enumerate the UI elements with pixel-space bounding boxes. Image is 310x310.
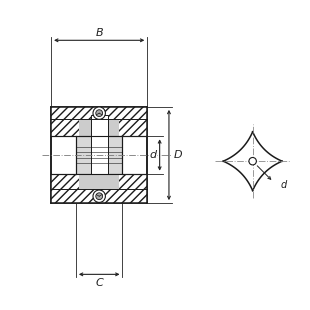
Bar xyxy=(51,107,147,203)
Circle shape xyxy=(96,193,103,200)
Text: B: B xyxy=(95,28,103,38)
Circle shape xyxy=(93,107,105,119)
Circle shape xyxy=(249,157,256,165)
Bar xyxy=(51,174,147,189)
Text: d: d xyxy=(149,150,156,160)
Bar xyxy=(79,174,119,189)
Text: d: d xyxy=(280,179,286,189)
Bar xyxy=(76,136,122,174)
Bar xyxy=(79,119,119,136)
Bar xyxy=(51,119,147,136)
Bar xyxy=(91,115,108,195)
Bar xyxy=(51,107,147,119)
Circle shape xyxy=(93,190,105,202)
Bar xyxy=(51,189,147,203)
Text: D: D xyxy=(173,150,182,160)
Circle shape xyxy=(96,110,103,117)
Text: C: C xyxy=(95,278,103,288)
